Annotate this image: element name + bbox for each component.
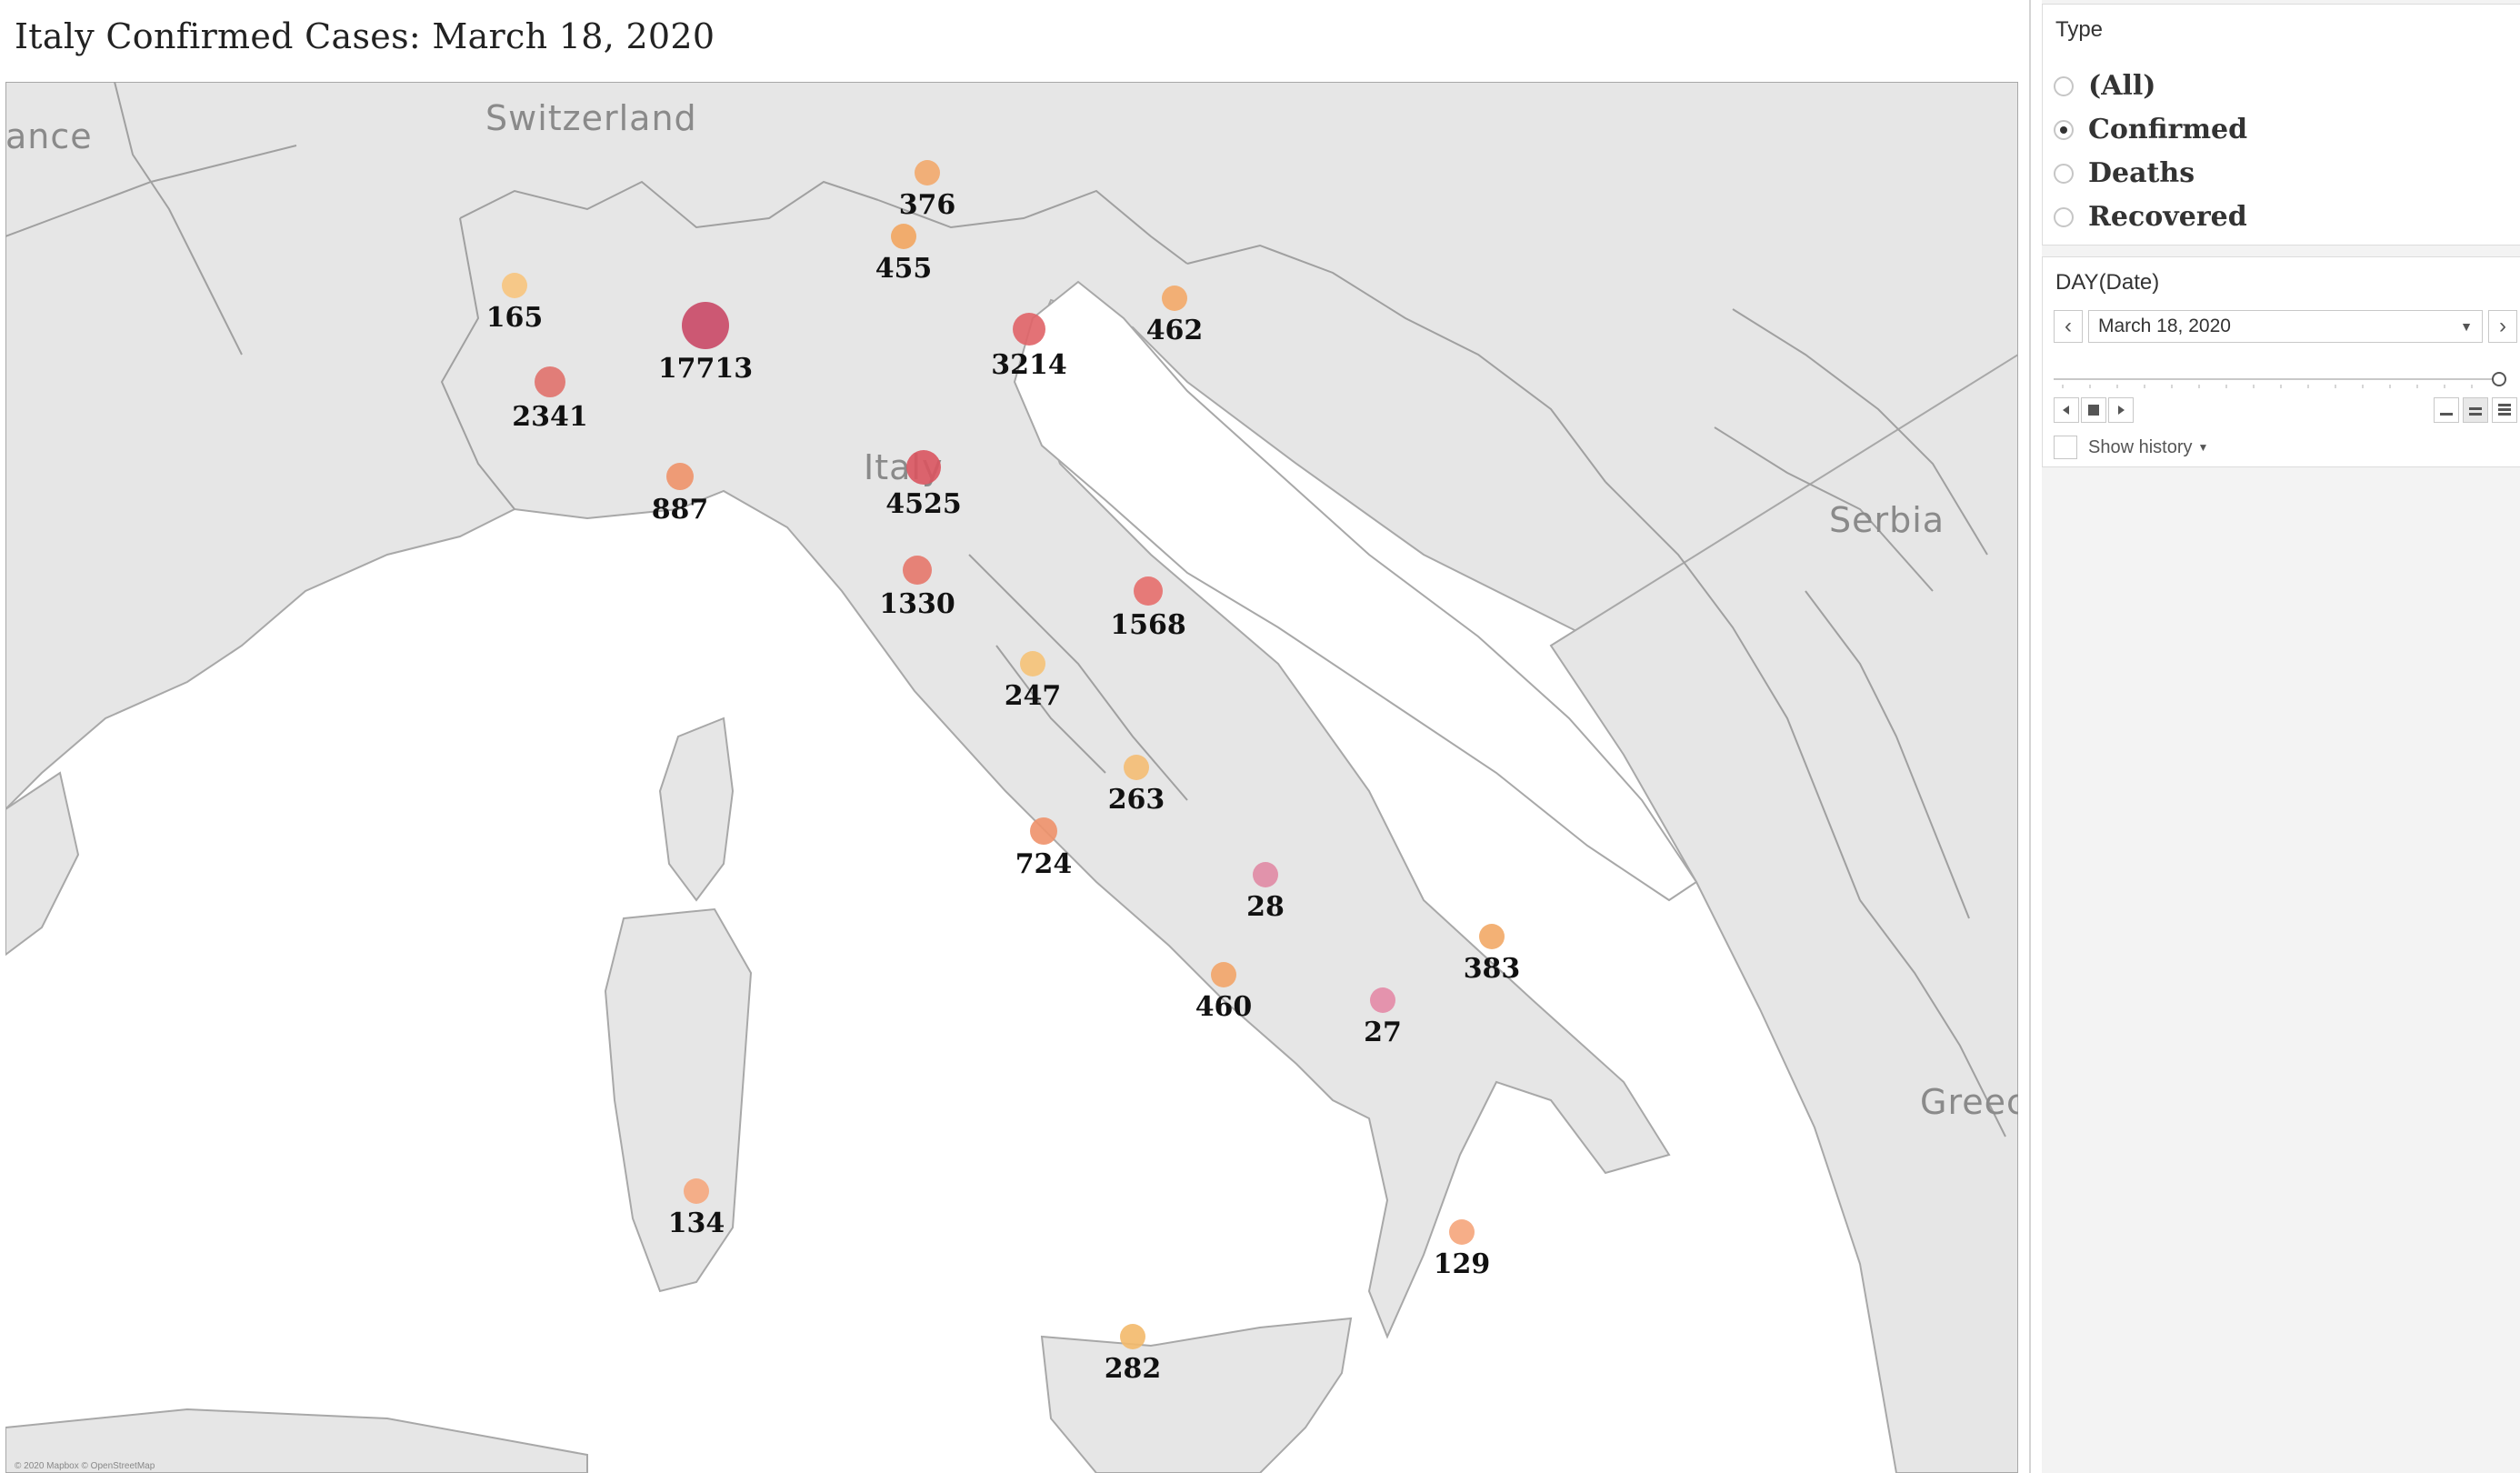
speed-slow-icon xyxy=(2440,413,2453,416)
next-date-button[interactable]: › xyxy=(2488,310,2517,343)
case-count-label: 28 xyxy=(1246,891,1285,923)
date-slider[interactable] xyxy=(2054,368,2508,390)
step-back-icon xyxy=(2063,406,2069,415)
chevron-down-icon: ▼ xyxy=(2460,319,2473,334)
speed-medium-icon xyxy=(2469,407,2482,416)
case-marker[interactable] xyxy=(902,555,932,585)
case-count-label: 129 xyxy=(1433,1248,1491,1280)
country-label-serbia: Serbia xyxy=(1829,500,1945,540)
type-filter-card: Type (All) Confirmed Deaths Recovered xyxy=(2042,4,2520,246)
date-value: March 18, 2020 xyxy=(2098,316,2231,336)
case-count-label: 27 xyxy=(1364,1017,1402,1048)
previous-date-button[interactable]: ‹ xyxy=(2054,310,2083,343)
case-marker[interactable] xyxy=(682,302,729,349)
country-label-france: ance xyxy=(5,116,93,156)
chevron-left-icon: ‹ xyxy=(2065,314,2072,338)
type-option-deaths[interactable]: Deaths xyxy=(2054,157,2195,189)
date-filter-title: DAY(Date) xyxy=(2055,270,2160,295)
map-attribution: © 2020 Mapbox © OpenStreetMap xyxy=(15,1461,155,1471)
case-count-label: 282 xyxy=(1104,1353,1162,1385)
case-marker[interactable] xyxy=(914,159,941,186)
stop-icon xyxy=(2088,405,2099,416)
radio-icon[interactable] xyxy=(2054,75,2074,96)
case-marker[interactable] xyxy=(684,1178,709,1204)
case-count-label: 1568 xyxy=(1110,609,1186,642)
case-marker[interactable] xyxy=(1120,1324,1145,1349)
case-count-label: 2341 xyxy=(512,401,588,434)
case-count-label: 263 xyxy=(1107,784,1165,816)
show-history-checkbox[interactable] xyxy=(2054,436,2077,459)
case-marker[interactable] xyxy=(1449,1219,1475,1245)
step-forward-button[interactable] xyxy=(2108,397,2134,423)
case-marker[interactable] xyxy=(890,223,917,250)
case-marker[interactable] xyxy=(534,366,566,398)
case-count-label: 1330 xyxy=(879,588,955,620)
date-selector: ‹ March 18, 2020 ▼ › xyxy=(2054,310,2517,343)
case-count-label: 462 xyxy=(1145,315,1204,347)
case-marker[interactable] xyxy=(1012,312,1046,346)
map-base xyxy=(5,82,2018,1473)
case-marker[interactable] xyxy=(1370,987,1395,1013)
case-count-label: 455 xyxy=(875,253,933,286)
case-count-label: 134 xyxy=(667,1207,725,1239)
type-option-recovered[interactable]: Recovered xyxy=(2054,201,2247,233)
case-count-label: 887 xyxy=(651,494,709,526)
step-forward-icon xyxy=(2118,406,2125,415)
radio-selected-icon[interactable] xyxy=(2054,119,2074,140)
case-count-label: 17713 xyxy=(657,353,754,385)
case-marker[interactable] xyxy=(1161,285,1188,312)
case-marker[interactable] xyxy=(1253,862,1278,887)
case-marker[interactable] xyxy=(665,462,695,491)
country-label-greece: Greec xyxy=(1920,1082,2018,1122)
caret-down-icon[interactable]: ▼ xyxy=(2197,441,2209,454)
case-marker[interactable] xyxy=(1478,923,1505,950)
filter-sidebar: Type (All) Confirmed Deaths Recovered DA… xyxy=(2042,0,2520,1473)
case-marker[interactable] xyxy=(1030,817,1057,845)
case-count-label: 383 xyxy=(1463,953,1521,986)
chevron-right-icon: › xyxy=(2499,314,2506,338)
type-option-label: Recovered xyxy=(2088,201,2247,233)
speed-slow-button[interactable] xyxy=(2434,397,2459,423)
case-count-label: 165 xyxy=(485,302,544,334)
case-marker[interactable] xyxy=(1133,576,1164,606)
date-filter-card: DAY(Date) ‹ March 18, 2020 ▼ › xyxy=(2042,256,2520,467)
case-count-label: 376 xyxy=(898,189,956,222)
type-option-all[interactable]: (All) xyxy=(2054,70,2155,102)
case-marker[interactable] xyxy=(1210,961,1237,988)
viz-title: Italy Confirmed Cases: March 18, 2020 xyxy=(15,16,715,56)
case-count-label: 724 xyxy=(1015,847,1073,880)
speed-medium-button[interactable] xyxy=(2463,397,2488,423)
case-marker[interactable] xyxy=(905,449,942,486)
type-filter-title: Type xyxy=(2055,17,2104,42)
map-viz-panel: Italy Confirmed Cases: March 18, 2020 xyxy=(5,0,2031,1473)
radio-icon[interactable] xyxy=(2054,163,2074,184)
case-count-label: 247 xyxy=(1004,680,1062,712)
speed-controls xyxy=(2434,397,2517,423)
type-option-label: (All) xyxy=(2088,70,2156,102)
case-marker[interactable] xyxy=(502,273,527,298)
radio-icon[interactable] xyxy=(2054,206,2074,227)
speed-fast-button[interactable] xyxy=(2492,397,2517,423)
case-marker[interactable] xyxy=(1124,755,1149,780)
speed-fast-icon xyxy=(2498,404,2511,416)
slider-handle[interactable] xyxy=(2492,372,2506,386)
type-option-label: Confirmed xyxy=(2088,114,2248,145)
country-label-switzerland: Switzerland xyxy=(485,98,697,138)
case-marker[interactable] xyxy=(1020,651,1045,676)
stop-button[interactable] xyxy=(2081,397,2106,423)
case-count-label: 460 xyxy=(1195,991,1253,1024)
playback-controls xyxy=(2054,397,2134,423)
date-dropdown[interactable]: March 18, 2020 ▼ xyxy=(2088,310,2483,343)
case-count-label: 4525 xyxy=(885,488,962,521)
map-area[interactable]: ance Switzerland Italy Serbia Greec 376 4… xyxy=(5,82,2018,1473)
show-history-toggle[interactable]: Show history ▼ xyxy=(2054,436,2208,459)
show-history-label: Show history xyxy=(2088,436,2193,457)
type-option-label: Deaths xyxy=(2088,157,2195,189)
step-back-button[interactable] xyxy=(2054,397,2079,423)
case-count-label: 3214 xyxy=(991,349,1067,382)
type-option-confirmed[interactable]: Confirmed xyxy=(2054,114,2247,145)
